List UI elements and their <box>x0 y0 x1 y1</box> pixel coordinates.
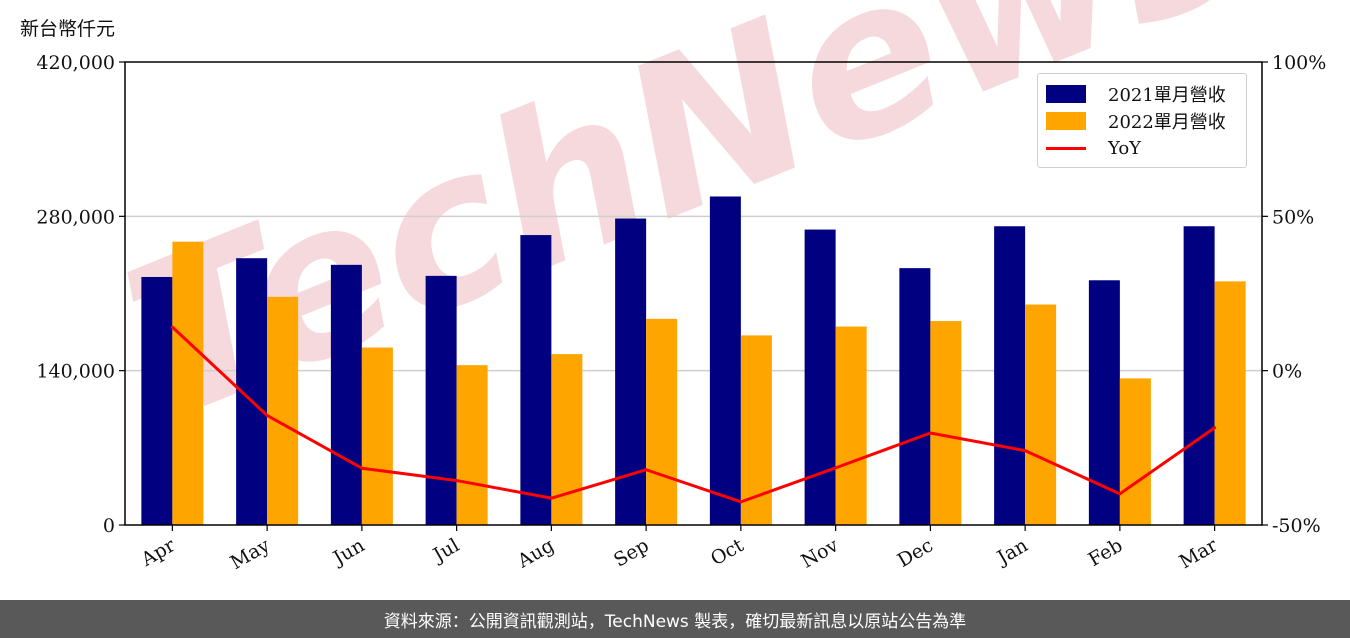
x-tick-label-jun: Jun <box>328 534 369 570</box>
y-axis-unit-label: 新台幣仟元 <box>20 18 116 40</box>
yoy-point-sep <box>644 468 648 472</box>
x-tick-label-apr: Apr <box>137 534 180 571</box>
yoy-point-may <box>265 413 269 417</box>
legend-label-2022: 2022單月營收 <box>1108 112 1226 133</box>
y-left-tick-label-2: 280,000 <box>36 206 115 228</box>
bar-2022-nov <box>835 326 867 525</box>
yoy-point-oct <box>739 500 743 504</box>
yoy-point-dec <box>928 431 932 435</box>
revenue-chart: TechNews 0140,000280,000420,000-50%0%50%… <box>36 0 1326 574</box>
legend: 2021單月營收 2022單月營收 YoY <box>1037 73 1247 168</box>
y-left-tick-label-0: 0 <box>103 515 115 537</box>
axes <box>124 61 1263 526</box>
y-right-tick-label-0: -50% <box>1272 515 1321 537</box>
yoy-point-aug <box>549 496 553 500</box>
yoy-point-jan <box>1023 449 1027 453</box>
bar-2021-nov <box>804 229 836 526</box>
y-right-tick-label-1: 0% <box>1272 361 1302 383</box>
bar-2021-jul <box>425 275 457 525</box>
bar-2022-may <box>267 296 299 525</box>
yoy-line <box>170 325 1217 504</box>
bar-2021-jan <box>994 226 1026 525</box>
bars <box>141 196 1246 526</box>
bar-2022-sep <box>646 318 678 525</box>
legend-swatch-2021 <box>1046 85 1086 103</box>
y-left-tick-label-3: 420,000 <box>36 52 115 74</box>
source-footer: 資料來源：公開資訊觀測站，TechNews 製表，確切最新訊息以原站公告為準 <box>0 600 1350 638</box>
bar-2021-aug <box>520 235 552 526</box>
bar-2021-mar <box>1183 226 1215 525</box>
y-left-tick-label-1: 140,000 <box>36 361 115 383</box>
bar-2022-aug <box>551 354 583 525</box>
yoy-line-path <box>171 326 1216 504</box>
bar-2022-mar <box>1214 281 1246 525</box>
x-tick-label-jan: Jan <box>992 534 1032 570</box>
x-tick-label-aug: Aug <box>513 534 558 573</box>
legend-item-yoy: YoY <box>1046 136 1141 160</box>
bar-2022-jan <box>1025 304 1057 525</box>
yoy-point-mar <box>1213 426 1217 430</box>
x-tick-label-dec: Dec <box>894 534 937 572</box>
y-right-tick-label-2: 50% <box>1272 206 1314 228</box>
yoy-point-jul <box>455 479 459 483</box>
yoy-point-feb <box>1118 492 1122 496</box>
bar-2021-apr <box>141 276 173 525</box>
x-tick-label-mar: Mar <box>1176 534 1222 573</box>
bar-2021-jun <box>330 264 362 525</box>
bar-2021-dec <box>899 268 931 525</box>
legend-swatch-2022 <box>1046 112 1086 130</box>
x-tick-label-oct: Oct <box>707 534 748 570</box>
plot-frame <box>124 61 1263 526</box>
bar-2022-jun <box>361 347 393 525</box>
yoy-point-nov <box>834 466 838 470</box>
legend-item-2021: 2021單月營收 <box>1046 82 1226 106</box>
legend-label-yoy: YoY <box>1108 137 1142 159</box>
x-tick-label-jul: Jul <box>428 534 463 567</box>
bar-2021-oct <box>709 196 741 525</box>
bar-2022-feb <box>1119 378 1151 525</box>
yoy-point-apr <box>170 325 174 329</box>
y-right-tick-label-3: 100% <box>1272 52 1326 74</box>
bar-2022-dec <box>930 321 962 525</box>
x-tick-label-feb: Feb <box>1085 534 1127 571</box>
yoy-point-jun <box>360 466 364 470</box>
bar-2022-jul <box>456 365 488 525</box>
legend-item-2022: 2022單月營收 <box>1046 109 1226 133</box>
x-tick-label-nov: Nov <box>798 534 843 573</box>
x-tick-label-sep: Sep <box>610 534 653 571</box>
legend-label-2021: 2021單月營收 <box>1108 85 1226 106</box>
x-tick-label-may: May <box>227 534 274 574</box>
bar-2021-feb <box>1088 280 1120 525</box>
bar-2022-apr <box>172 241 204 525</box>
grid-lines <box>125 215 1262 372</box>
legend-line-yoy <box>1046 146 1086 150</box>
